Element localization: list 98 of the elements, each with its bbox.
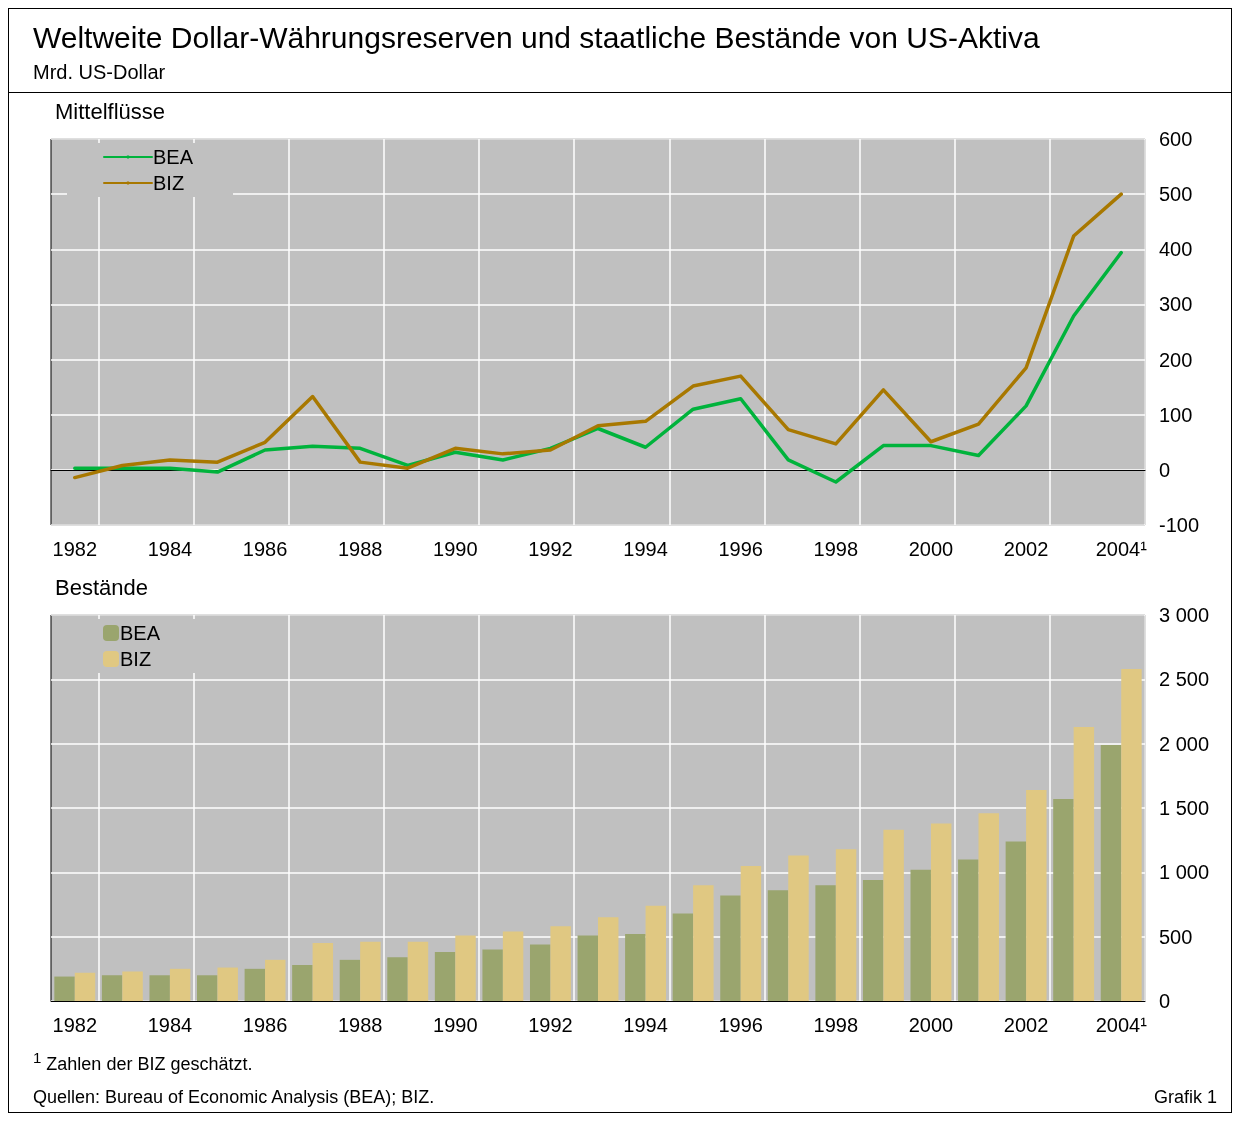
bar	[149, 975, 170, 1001]
bar	[217, 967, 238, 1001]
source-note: Quellen: Bureau of Economic Analysis (BEA); BIZ.	[33, 1087, 435, 1108]
bar	[265, 959, 286, 1001]
y-tick-label: 200	[1159, 348, 1193, 371]
bar	[693, 885, 714, 1001]
x-tick-label: 1990	[433, 538, 478, 560]
bar	[54, 976, 75, 1001]
bar	[577, 935, 598, 1001]
bar	[1005, 841, 1027, 1001]
y-tick-label: 300	[1159, 293, 1193, 316]
x-tick-label: 2000	[908, 538, 954, 560]
bar	[122, 971, 143, 1001]
x-tick-label: 1996	[718, 538, 763, 560]
y-tick-label: 500	[1159, 925, 1193, 948]
x-tick-label: 1988	[337, 538, 383, 560]
bar	[767, 890, 789, 1001]
bar	[360, 941, 381, 1001]
y-tick-label: 0	[1159, 458, 1171, 481]
bar	[387, 957, 408, 1001]
y-tick-label: 0	[1159, 990, 1171, 1012]
bar	[312, 943, 334, 1001]
bar	[101, 975, 123, 1001]
x-tick-label: 1988	[337, 1014, 383, 1036]
bar	[434, 952, 456, 1001]
bar	[862, 880, 884, 1001]
x-tick-label: 1982	[52, 538, 98, 560]
bar	[958, 859, 979, 1001]
bar	[1073, 726, 1095, 1001]
x-tick-label: 1992	[528, 538, 573, 560]
bar	[169, 968, 191, 1001]
legend-label: BIZ	[153, 172, 185, 194]
y-tick-label: 2 000	[1159, 732, 1210, 755]
bar	[910, 869, 931, 1001]
line-series	[73, 250, 1123, 484]
text: $^{1}$ Zahlen der BIZ geschätzt.	[33, 1049, 254, 1075]
bar	[1100, 744, 1122, 1001]
x-tick-label: 2002	[1003, 1014, 1049, 1036]
bar	[550, 926, 571, 1001]
x-tick-label: 1990	[433, 1014, 478, 1036]
x-tick-label: 1984	[147, 1014, 193, 1036]
x-tick-label: 1992	[528, 1014, 573, 1036]
bar	[244, 968, 266, 1001]
bar	[625, 934, 646, 1001]
line-series	[73, 192, 1123, 480]
text: Mittelflüsse	[55, 99, 167, 125]
bar	[930, 823, 952, 1001]
bar	[815, 885, 836, 1001]
bar	[883, 829, 904, 1001]
y-tick-label: 1 500	[1159, 797, 1210, 819]
bar	[740, 865, 762, 1001]
bar	[482, 949, 503, 1001]
legend-label: BEA	[153, 146, 194, 168]
bar	[292, 964, 313, 1001]
bar	[339, 959, 361, 1001]
bar	[74, 972, 96, 1001]
bar	[407, 941, 429, 1001]
bar	[672, 913, 694, 1001]
legend-label: BEA	[120, 622, 161, 644]
bar	[978, 813, 999, 1001]
x-tick-label: 1986	[242, 538, 288, 560]
y-tick-label: 100	[1159, 403, 1193, 426]
y-tick-label: 400	[1159, 238, 1193, 261]
x-tick-label: 2004¹	[1095, 538, 1148, 560]
legend-label: BIZ	[120, 648, 152, 670]
bar	[529, 944, 551, 1001]
bar	[720, 895, 741, 1001]
x-tick-label: 1986	[242, 1014, 288, 1036]
x-tick-label: 1982	[52, 1014, 98, 1036]
y-tick-label: 500	[1159, 183, 1193, 206]
x-tick-label: 1994	[623, 538, 668, 560]
x-tick-label: 1998	[813, 538, 859, 560]
y-tick-label: 2 500	[1159, 668, 1210, 691]
y-tick-label: 3 000	[1159, 604, 1210, 626]
bar	[502, 931, 524, 1001]
y-tick-label: 600	[1159, 128, 1193, 150]
bar	[835, 849, 857, 1001]
bar	[197, 975, 218, 1001]
x-tick-label: 1984	[147, 538, 193, 560]
x-tick-label: 2004¹	[1095, 1014, 1148, 1036]
x-tick-label: 1994	[623, 1014, 668, 1036]
bar	[455, 935, 476, 1001]
x-tick-label: 1998	[813, 1014, 859, 1036]
chart-subtitle: Mrd. US-Dollar	[33, 61, 167, 84]
text: Grafik 1	[1153, 1087, 1217, 1108]
bar	[645, 905, 667, 1001]
x-tick-label: 2000	[908, 1014, 954, 1036]
y-tick-label: 1 000	[1159, 861, 1210, 884]
bar	[1026, 789, 1047, 1001]
bar	[598, 917, 619, 1001]
x-tick-label: 1996	[718, 1014, 763, 1036]
bar	[1121, 669, 1142, 1001]
x-tick-label: 2002	[1003, 538, 1049, 560]
bar	[1053, 798, 1074, 1001]
y-tick-label: -100	[1159, 514, 1200, 536]
chart-title: Bestände	[55, 575, 149, 601]
chart-title: Weltweite Dollar-Währungsreserven und staatliche Bestände von US-Aktiva	[33, 21, 1041, 55]
bar	[788, 855, 809, 1001]
